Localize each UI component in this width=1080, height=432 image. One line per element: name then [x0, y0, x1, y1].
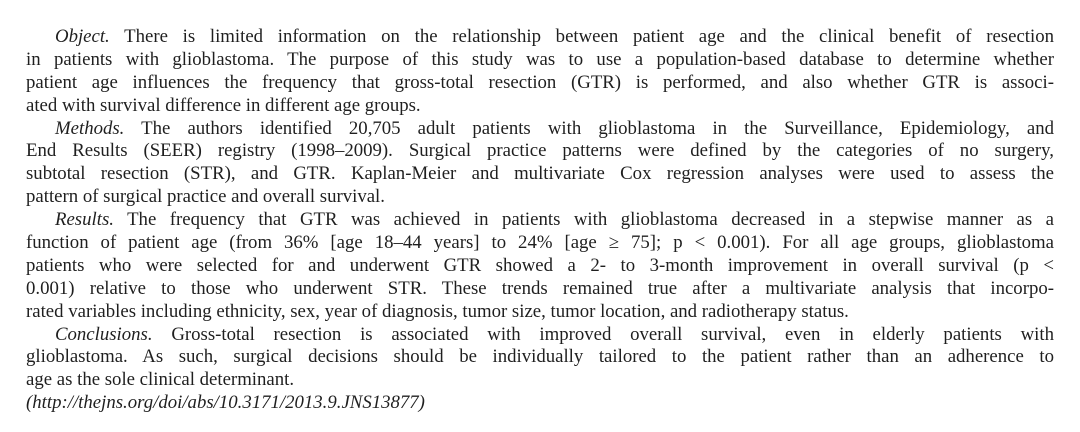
abstract-line: age as the sole clinical determinant.	[26, 369, 295, 391]
abstract-line: function of patient age (from 36% [age 1…	[26, 232, 1054, 254]
abstract-line: (http://thejns.org/doi/abs/10.3171/2013.…	[26, 392, 425, 414]
abstract-line: Object. There is limited information on …	[55, 26, 1054, 47]
abstract-line: 0.001) relative to those who underwent S…	[26, 277, 1054, 299]
abstract-line: ated with survival difference in differe…	[26, 94, 421, 116]
abstract-line: pattern of surgical practice and overall…	[26, 186, 385, 208]
abstract-line: patients who were selected for and under…	[26, 254, 1054, 276]
section-label: Results.	[55, 209, 114, 231]
abstract-line: in patients with glioblastoma. The purpo…	[26, 48, 1054, 70]
section-label: Object.	[55, 26, 110, 47]
abstract-line: rated variables including ethnicity, sex…	[26, 300, 849, 322]
paragraph-object: Object. There is limited information on …	[26, 26, 1054, 118]
abstract-line: End Results (SEER) registry (1998–2009).…	[26, 140, 1054, 162]
abstract-line: patient age influences the frequency tha…	[26, 71, 1054, 93]
section-label: Conclusions.	[55, 323, 153, 345]
paragraph-results: Results. The frequency that GTR was achi…	[26, 209, 1054, 323]
abstract: Object. There is limited information on …	[26, 26, 1054, 415]
paragraph-conclusions: Conclusions. Gross-total resection is as…	[26, 324, 1054, 393]
paragraph-methods: Methods. The authors identified 20,705 a…	[26, 118, 1054, 210]
abstract-line: Results. The frequency that GTR was achi…	[55, 209, 1054, 231]
section-label: Methods.	[55, 117, 125, 139]
paragraph-doi-url: (http://thejns.org/doi/abs/10.3171/2013.…	[26, 392, 1054, 415]
abstract-line: subtotal resection (STR), and GTR. Kapla…	[26, 163, 1054, 185]
abstract-line: Conclusions. Gross-total resection is as…	[55, 323, 1054, 345]
abstract-line: glioblastoma. As such, surgical decision…	[26, 346, 1054, 368]
abstract-line: Methods. The authors identified 20,705 a…	[55, 117, 1054, 139]
